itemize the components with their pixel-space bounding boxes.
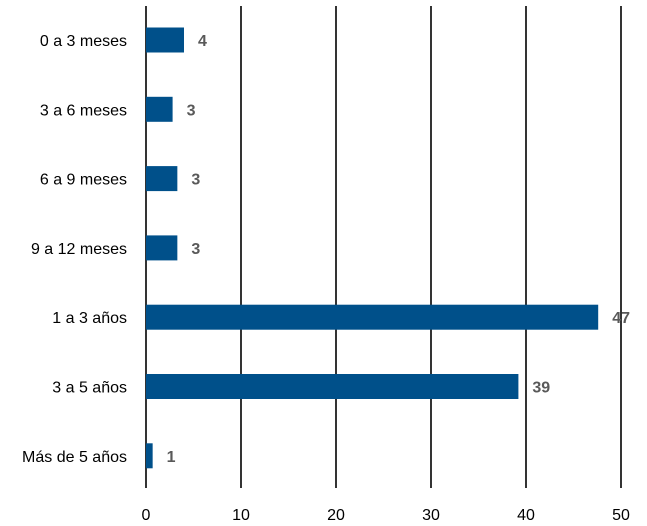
category-label: 0 a 3 meses [40,33,127,50]
gridlines [145,6,622,488]
category-label: 3 a 6 meses [40,102,127,119]
x-axis-ticks: 0 10 20 30 40 50 [142,507,630,524]
category-label: 6 a 9 meses [40,172,127,189]
data-label: 47 [612,310,630,327]
category-label: 3 a 5 años [52,380,127,397]
bar [146,96,173,122]
category-label: 9 a 12 meses [31,241,127,258]
data-label: 3 [187,102,196,119]
bars [146,27,599,469]
x-tick-label: 20 [327,507,345,524]
data-label: 4 [198,33,207,50]
x-tick-label: 10 [232,507,250,524]
data-labels: 4 3 3 3 47 39 1 [167,33,630,466]
bar [146,374,519,399]
bar [146,27,184,53]
x-tick-label: 30 [422,507,440,524]
data-label: 3 [191,172,200,189]
x-tick-label: 50 [612,507,630,524]
data-label: 39 [532,380,550,397]
x-tick-label: 40 [517,507,535,524]
x-tick-label: 0 [142,507,151,524]
bar [146,235,178,261]
category-label: 1 a 3 años [52,310,127,327]
bar [146,304,599,330]
data-label: 1 [167,449,176,466]
bar [146,443,153,469]
category-label: Más de 5 años [22,449,127,466]
bar [146,166,178,192]
category-labels: 0 a 3 meses 3 a 6 meses 6 a 9 meses 9 a 12 … [22,33,127,466]
data-label: 3 [191,241,200,258]
